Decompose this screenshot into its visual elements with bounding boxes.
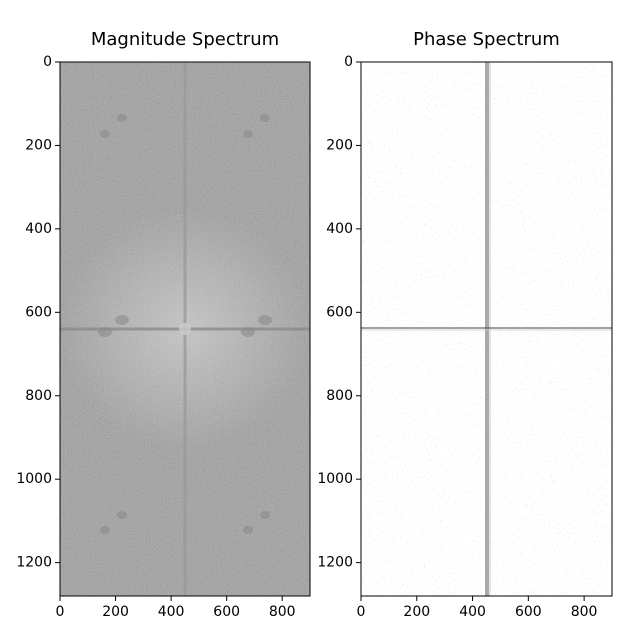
y-tick-label: 200 <box>326 137 353 153</box>
x-tick-label: 600 <box>515 604 542 620</box>
y-tick-label: 800 <box>25 388 52 404</box>
axes-frame <box>360 61 613 597</box>
y-tick-label: 400 <box>326 221 353 237</box>
chart-title: Magnitude Spectrum <box>91 29 279 50</box>
y-tick-label: 600 <box>25 304 52 320</box>
phase-image <box>361 62 612 596</box>
x-tick-label: 0 <box>357 604 366 620</box>
y-tick-label: 1000 <box>16 471 52 487</box>
y-tick-label: 200 <box>25 137 52 153</box>
y-tick-label: 600 <box>326 304 353 320</box>
magnitude-image <box>60 62 310 596</box>
x-tick-label: 800 <box>571 604 598 620</box>
chart-title: Phase Spectrum <box>413 29 560 50</box>
y-tick-label: 400 <box>25 221 52 237</box>
x-tick-label: 800 <box>269 604 296 620</box>
y-tick-label: 0 <box>344 54 353 70</box>
x-tick-label: 200 <box>102 604 129 620</box>
y-tick-label: 1200 <box>16 555 52 571</box>
x-tick-label: 200 <box>403 604 430 620</box>
x-tick-label: 600 <box>213 604 240 620</box>
x-tick-label: 400 <box>459 604 486 620</box>
x-tick-label: 0 <box>56 604 65 620</box>
y-tick-label: 1000 <box>317 471 353 487</box>
x-tick-label: 400 <box>158 604 185 620</box>
y-tick-label: 1200 <box>317 555 353 571</box>
axes-frame <box>59 61 311 597</box>
y-tick-label: 0 <box>43 54 52 70</box>
y-tick-label: 800 <box>326 388 353 404</box>
